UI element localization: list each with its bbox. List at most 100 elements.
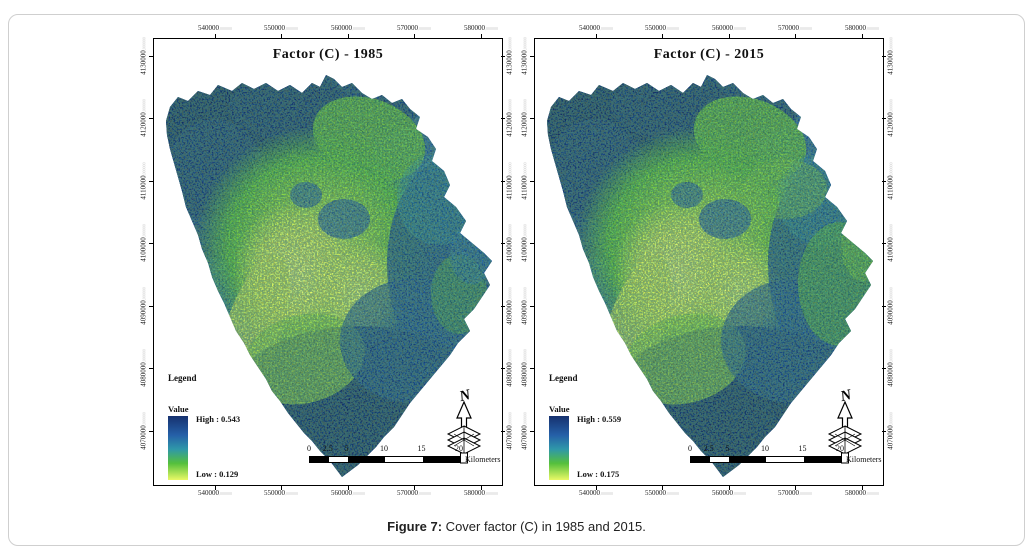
- y-tick-label: 4100000,000000: [520, 224, 529, 262]
- y-tick-label: 4110000,000000: [505, 162, 514, 200]
- map-frame-1985: Factor (C) - 1985 Legend Value High : 0.…: [153, 38, 503, 486]
- tick-mark: [862, 34, 863, 38]
- y-tick-label: 4090000,000000: [886, 287, 895, 325]
- north-arrow-icon: N: [823, 387, 867, 465]
- x-tick-label: 580000,000000: [464, 24, 498, 32]
- legend-colorbar: [168, 416, 188, 480]
- legend-high-label: High : 0.543: [196, 414, 241, 424]
- y-tick-label: 4080000,000000: [886, 349, 895, 387]
- y-tick-label: 4090000,000000: [520, 287, 529, 325]
- legend-value-label: Value: [168, 404, 189, 414]
- tick-mark: [501, 181, 505, 182]
- tick-mark: [795, 486, 796, 490]
- y-tick-label: 4120000,000000: [886, 99, 895, 137]
- tick-mark: [530, 368, 534, 369]
- svg-text:N: N: [457, 387, 473, 405]
- tick-mark: [501, 306, 505, 307]
- map-group-2015: Factor (C) - 2015 Legend Value High : 0.…: [521, 25, 895, 497]
- x-tick-label: 560000,000000: [712, 24, 746, 32]
- tick-mark: [215, 486, 216, 490]
- y-tick-label: 4110000,000000: [139, 162, 148, 200]
- x-tick-label: 550000,000000: [264, 24, 298, 32]
- scale-bar-segment: [766, 457, 804, 462]
- x-tick-label: 540000,000000: [579, 24, 613, 32]
- scale-bar-number: 2.5: [703, 444, 714, 453]
- y-tick-label: 4130000,000000: [886, 37, 895, 75]
- scale-bar-segment: [728, 457, 766, 462]
- tick-mark: [530, 56, 534, 57]
- scale-bar-2015: 0 2.5 5 10 15 20 Kilometers: [688, 444, 900, 471]
- scale-bar-segment: [422, 457, 460, 462]
- tick-mark: [530, 118, 534, 119]
- map-raster-1985: [154, 39, 502, 485]
- tick-mark: [596, 34, 597, 38]
- scale-bar-segment: [347, 457, 385, 462]
- north-arrow-svg: N: [446, 387, 482, 464]
- tick-mark: [662, 486, 663, 490]
- legend-colorbar: [549, 416, 569, 480]
- scale-bar-number: 15: [798, 444, 807, 453]
- tick-mark: [501, 243, 505, 244]
- y-tick-label: 4080000,000000: [139, 349, 148, 387]
- tick-mark: [882, 306, 886, 307]
- y-tick-label: 4090000,000000: [139, 287, 148, 325]
- figure-caption-label: Figure 7:: [387, 519, 443, 534]
- x-tick-label: 580000,000000: [845, 24, 879, 32]
- map-title-2015: Factor (C) - 2015: [653, 47, 765, 62]
- tick-mark: [501, 118, 505, 119]
- x-tick-label: 570000,000000: [778, 24, 812, 32]
- scale-bar-number: 20: [455, 444, 463, 453]
- scale-bar-segment: [709, 457, 729, 462]
- scale-bar-number: 2.5: [322, 444, 333, 453]
- x-tick-label: 560000,000000: [712, 489, 746, 497]
- scale-bar-segment: [803, 457, 841, 462]
- legend-2015: Legend Value High : 0.559 Low : 0.175: [549, 373, 669, 480]
- svg-text:N: N: [838, 387, 854, 405]
- tick-mark: [501, 56, 505, 57]
- tick-mark: [729, 486, 730, 490]
- x-tick-label: 560000,000000: [331, 489, 365, 497]
- y-tick-label: 4100000,000000: [139, 224, 148, 262]
- tick-mark: [149, 243, 153, 244]
- legend-high-label: High : 0.559: [577, 414, 622, 424]
- scale-bar-unit: Kilometers: [846, 455, 882, 464]
- map-raster-2015: [535, 39, 883, 485]
- tick-mark: [862, 486, 863, 490]
- north-arrow-svg: N: [827, 387, 863, 464]
- map-title-1985: Factor (C) - 1985: [272, 47, 384, 62]
- y-tick-label: 4080000,000000: [505, 349, 514, 387]
- tick-mark: [348, 34, 349, 38]
- tick-mark: [530, 306, 534, 307]
- tick-mark: [882, 368, 886, 369]
- legend-low-label: Low : 0.175: [577, 469, 620, 479]
- tick-mark: [215, 34, 216, 38]
- scale-bar-1985: 0 2.5 5 10 15 20 Kilometers: [307, 444, 519, 471]
- tick-mark: [662, 34, 663, 38]
- scale-bar-segment: [385, 457, 423, 462]
- scale-bar-number: 15: [417, 444, 426, 453]
- y-tick-label: 4070000,000000: [505, 412, 514, 450]
- watershed-raster-svg: [166, 75, 492, 477]
- scale-bar-segment: [310, 457, 329, 462]
- map-frame-2015: Factor (C) - 2015 Legend Value High : 0.…: [534, 38, 884, 486]
- north-arrow-icon: N: [442, 387, 486, 465]
- tick-mark: [729, 34, 730, 38]
- y-tick-label: 4120000,000000: [505, 99, 514, 137]
- scale-bar-segment: [691, 457, 710, 462]
- scale-bar-number: 10: [761, 444, 769, 453]
- x-tick-label: 550000,000000: [645, 24, 679, 32]
- tick-mark: [501, 431, 505, 432]
- tick-mark: [882, 118, 886, 119]
- x-tick-label: 560000,000000: [331, 24, 365, 32]
- y-tick-label: 4110000,000000: [520, 162, 529, 200]
- map-group-1985: Factor (C) - 1985 Legend Value High : 0.…: [140, 25, 514, 497]
- scale-bar-number: 0: [688, 444, 692, 453]
- y-tick-label: 4120000,000000: [139, 99, 148, 137]
- tick-mark: [530, 431, 534, 432]
- tick-mark: [414, 34, 415, 38]
- tick-mark: [149, 431, 153, 432]
- x-tick-label: 540000,000000: [198, 489, 232, 497]
- tick-mark: [530, 181, 534, 182]
- scale-bar-number: 5: [725, 444, 730, 453]
- scale-bar-number: 10: [380, 444, 388, 453]
